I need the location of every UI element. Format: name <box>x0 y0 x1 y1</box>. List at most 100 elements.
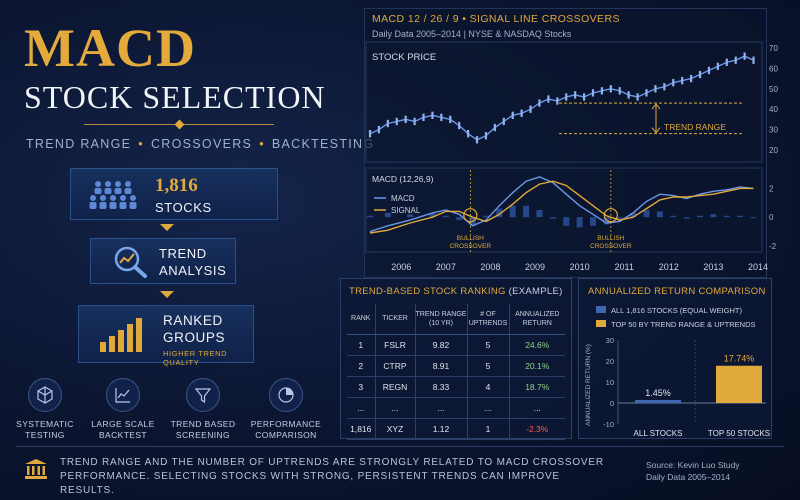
y-tick-label: 0 <box>610 399 614 408</box>
x-tick-label: 2011 <box>615 262 634 272</box>
histogram-bar <box>407 214 414 218</box>
y-tick-label: 30 <box>769 126 778 135</box>
price-chart: STOCK PRICE 20 30 40 50 60 70 TREND RANGE <box>365 41 778 163</box>
y-tick-label: 20 <box>606 357 614 366</box>
series-line-signal <box>369 180 754 234</box>
title-divider-diamond <box>174 119 185 130</box>
histogram-bar <box>737 215 744 218</box>
price-series-line <box>369 55 754 141</box>
feature-label: PERFORMANCE <box>250 419 322 429</box>
funnel-icon <box>194 388 212 404</box>
table-cell: 1 <box>347 334 376 356</box>
legend-swatch-all <box>596 306 606 313</box>
crossover-label: BULLISH <box>457 235 484 242</box>
feature-label: TREND BASED <box>170 419 236 429</box>
histogram-bar <box>456 217 463 221</box>
table-cell: 1,816 <box>347 418 376 440</box>
chart-panel <box>364 8 767 278</box>
trend-label-1: TREND <box>159 246 207 261</box>
histogram-bar <box>723 215 730 218</box>
y-tick-label: 20 <box>769 146 778 155</box>
ranking-title-main: TREND-BASED STOCK RANKING <box>349 286 506 297</box>
table-cell: 2 <box>347 355 376 377</box>
feature-label: BACKTEST <box>98 430 148 440</box>
histogram-bar <box>683 217 690 219</box>
histogram-bar <box>563 217 570 226</box>
table-cell: FSLR <box>375 334 416 356</box>
histogram-bar <box>536 210 543 218</box>
x-tick-label: 2009 <box>525 262 545 272</box>
series-line-macd <box>369 176 754 233</box>
table-cell: 4 <box>467 376 510 398</box>
price-chart-title: STOCK PRICE <box>372 52 436 63</box>
table-row: 2 CTRP 8.91 5 20.1% <box>347 355 565 377</box>
histogram-bar <box>442 215 449 218</box>
table-header-row: RANK TICKER TREND RANGE (10 YR) # OF UPTRE… <box>347 304 565 335</box>
histogram-bar <box>616 217 623 219</box>
x-tick-label: 2010 <box>570 262 590 272</box>
table-cell: ... <box>467 397 510 419</box>
tagline-item: TREND RANGE <box>26 137 132 151</box>
column-header: RANK <box>347 304 376 335</box>
table-cell: ... <box>375 397 416 419</box>
feature-label: TESTING <box>25 430 65 440</box>
trend-label-2: ANALYSIS <box>159 263 227 278</box>
magnifier-chart-icon <box>114 246 147 278</box>
histogram-bar <box>643 210 650 218</box>
histogram-bar <box>496 208 503 218</box>
x-tick-label: 2014 <box>748 262 768 272</box>
stocks-count: 1,816 <box>155 175 198 196</box>
legend-top50: TOP 50 BY TREND RANGE & UPTRENDS <box>611 320 756 329</box>
table-cell: 20.1% <box>509 355 565 377</box>
x-tick-label: 2013 <box>703 262 723 272</box>
bar-all-stocks <box>635 399 681 403</box>
trend-range-marker <box>559 102 744 135</box>
table-cell: ... <box>347 397 376 419</box>
crossover-marker <box>463 208 478 223</box>
return-y-label: ANNUALIZED RETURN (%) <box>585 344 592 426</box>
histogram-bar <box>509 205 516 218</box>
footer-divider <box>16 446 784 447</box>
table-cell: 8.33 <box>415 376 468 398</box>
y-tick-label: -10 <box>603 420 614 429</box>
histogram-bar <box>710 214 717 218</box>
line-chart-icon <box>115 388 130 403</box>
people-icon <box>89 181 137 209</box>
table-row: 1 FSLR 9.82 5 24.6% <box>347 334 565 356</box>
chart-title: MACD 12 / 26 / 9 • SIGNAL LINE CROSSOVER… <box>372 13 620 25</box>
macd-chart: MACD (12,26,9) MACD SIGNAL -202 BULLISHC… <box>365 167 777 272</box>
table-cell: 5 <box>467 334 510 356</box>
y-tick-label: 70 <box>769 44 778 53</box>
chart-subtitle: Daily Data 2005–2014 | NYSE & NASDAQ Sto… <box>372 29 572 39</box>
bar-top-50 <box>716 365 762 403</box>
table-cell: 24.6% <box>509 334 565 356</box>
y-tick-label: 0 <box>769 213 774 222</box>
histogram-bar <box>656 211 663 218</box>
footer-text: TREND RANGE AND THE NUMBER OF UPTRENDS A… <box>60 457 604 496</box>
feature-trend-based-screening: TREND BASED SCREENING <box>158 378 248 441</box>
histogram-bar <box>429 212 436 218</box>
table-cell: ... <box>415 397 468 419</box>
crossover-label: BULLISH <box>597 235 624 242</box>
bar-value-label: 1.45% <box>645 388 671 398</box>
macd-chart-title: MACD (12,26,9) <box>372 174 434 184</box>
crossover-label: CROSSOVER <box>450 243 492 250</box>
table-cell: -2.3% <box>509 418 565 440</box>
feature-label: LARGE SCALE <box>91 419 155 429</box>
table-row: 1,816 XYZ 1.12 1 -2.3% <box>347 418 565 440</box>
flow-arrow <box>160 224 174 231</box>
table-cell: ... <box>509 397 565 419</box>
y-tick-label: 50 <box>769 85 778 94</box>
y-tick-label: -2 <box>769 242 777 251</box>
histogram-bar <box>750 217 757 219</box>
histogram-bar <box>549 217 556 219</box>
flow-arrow <box>160 291 174 298</box>
feature-systematic-testing: SYSTEMATIC TESTING <box>0 378 90 441</box>
feature-label: SCREENING <box>175 430 231 440</box>
category-label: ALL STOCKS <box>634 429 683 438</box>
bank-icon <box>25 459 47 479</box>
ranked-groups-box: RANKED GROUPS HIGHER TREND QUALITY <box>78 305 254 367</box>
histogram-bar <box>576 217 583 228</box>
column-header: ANNUALIZED RETURN <box>509 304 565 335</box>
table-cell: 5 <box>467 355 510 377</box>
